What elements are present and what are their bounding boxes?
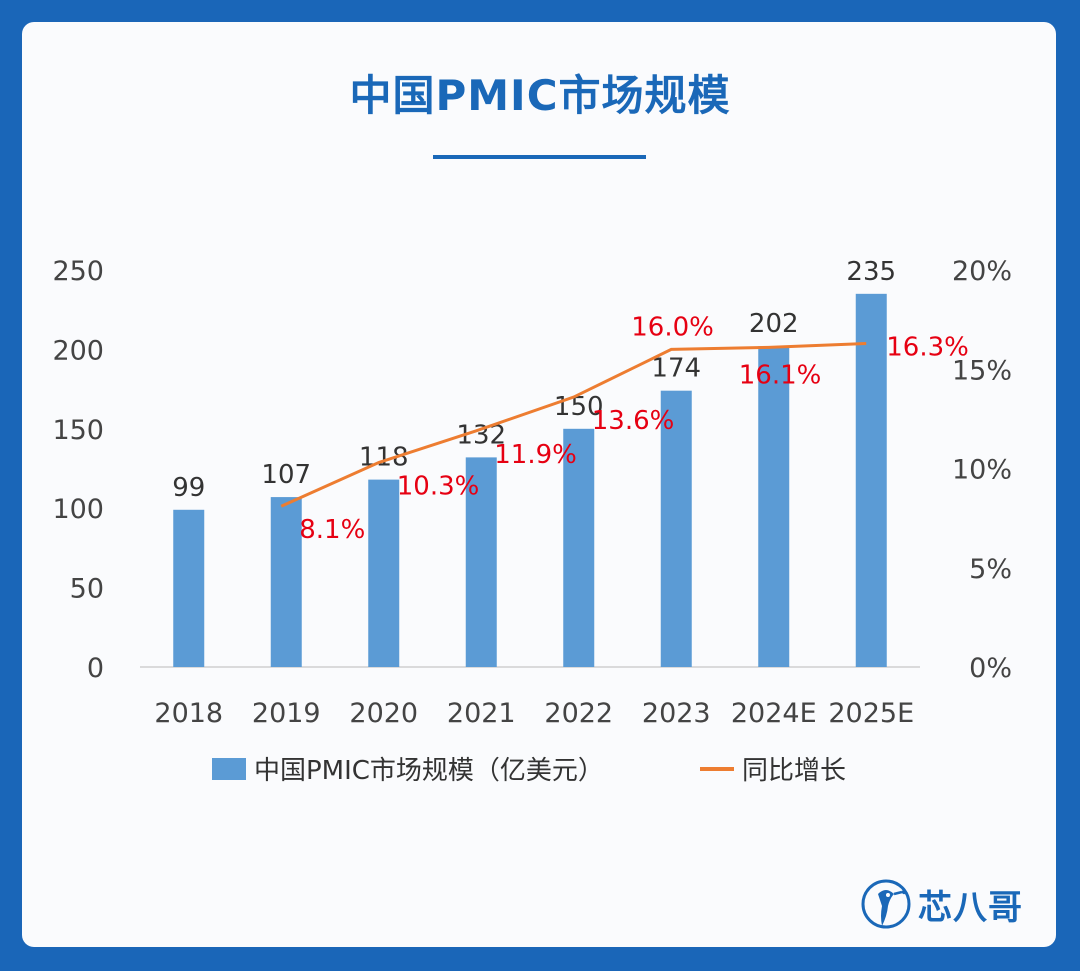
x-tick-label: 2020: [349, 698, 418, 729]
bird-logo-icon: [861, 879, 911, 929]
legend-item-bar: 中国PMIC市场规模（亿美元）: [212, 750, 604, 787]
x-tick-label: 2025E: [828, 698, 914, 729]
growth-label: 13.6%: [592, 406, 675, 436]
legend-bar-label: 中国PMIC市场规模（亿美元）: [254, 756, 604, 786]
legend-line-label: 同比增长: [742, 756, 847, 786]
x-tick-label: 2022: [544, 698, 613, 729]
y-left-tick-label: 200: [52, 335, 104, 366]
x-tick-label: 2024E: [731, 698, 817, 729]
y-left-tick-label: 100: [52, 494, 104, 525]
bar-value-label: 107: [261, 460, 311, 490]
bar-value-label: 202: [749, 309, 799, 339]
y-right-tick-label: 10%: [952, 455, 1012, 486]
growth-label: 11.9%: [494, 440, 577, 470]
bar-2018: [173, 509, 205, 667]
x-tick-label: 2018: [154, 698, 223, 729]
growth-label: 16.1%: [739, 360, 822, 390]
growth-label: 16.0%: [631, 312, 714, 342]
y-left-tick-label: 50: [70, 574, 104, 605]
bar-value-label: 150: [554, 392, 604, 422]
x-tick-label: 2019: [252, 698, 321, 729]
brand-name: 芯八哥: [918, 887, 1023, 928]
y-right-tick-label: 20%: [952, 256, 1012, 287]
y-right-tick-label: 0%: [969, 653, 1012, 684]
x-tick-label: 2023: [642, 698, 711, 729]
legend-bar-swatch: [212, 757, 246, 780]
y-left-tick-label: 150: [52, 415, 104, 446]
bar-2021: [465, 457, 497, 667]
legend-line-swatch: [700, 766, 734, 771]
bar-2019: [270, 497, 302, 667]
bar-2024E: [758, 346, 790, 667]
bar-value-label: 99: [172, 473, 205, 503]
legend: 中国PMIC市场规模（亿美元） 同比增长: [0, 750, 1080, 790]
bar-2020: [368, 479, 400, 667]
y-right-tick-label: 5%: [969, 554, 1012, 585]
y-left-tick-label: 0: [87, 653, 104, 684]
title-underline: [433, 155, 646, 159]
growth-label: 10.3%: [397, 472, 480, 502]
chart-title: 中国PMIC市场规模: [349, 71, 731, 120]
legend-item-line: 同比增长: [700, 750, 846, 787]
y-right-tick-label: 15%: [952, 355, 1012, 386]
growth-line: [280, 341, 867, 508]
x-tick-label: 2021: [447, 698, 516, 729]
bar-value-label: 174: [651, 354, 701, 384]
growth-label: 16.3%: [886, 332, 969, 362]
growth-label: 8.1%: [299, 515, 365, 545]
bar-value-label: 235: [846, 257, 896, 287]
brand-logo: 芯八哥: [860, 876, 1023, 932]
bar-2023: [660, 390, 692, 667]
bar-2025E: [855, 293, 887, 667]
bar-2022: [563, 428, 595, 667]
y-left-tick-label: 250: [52, 256, 104, 287]
